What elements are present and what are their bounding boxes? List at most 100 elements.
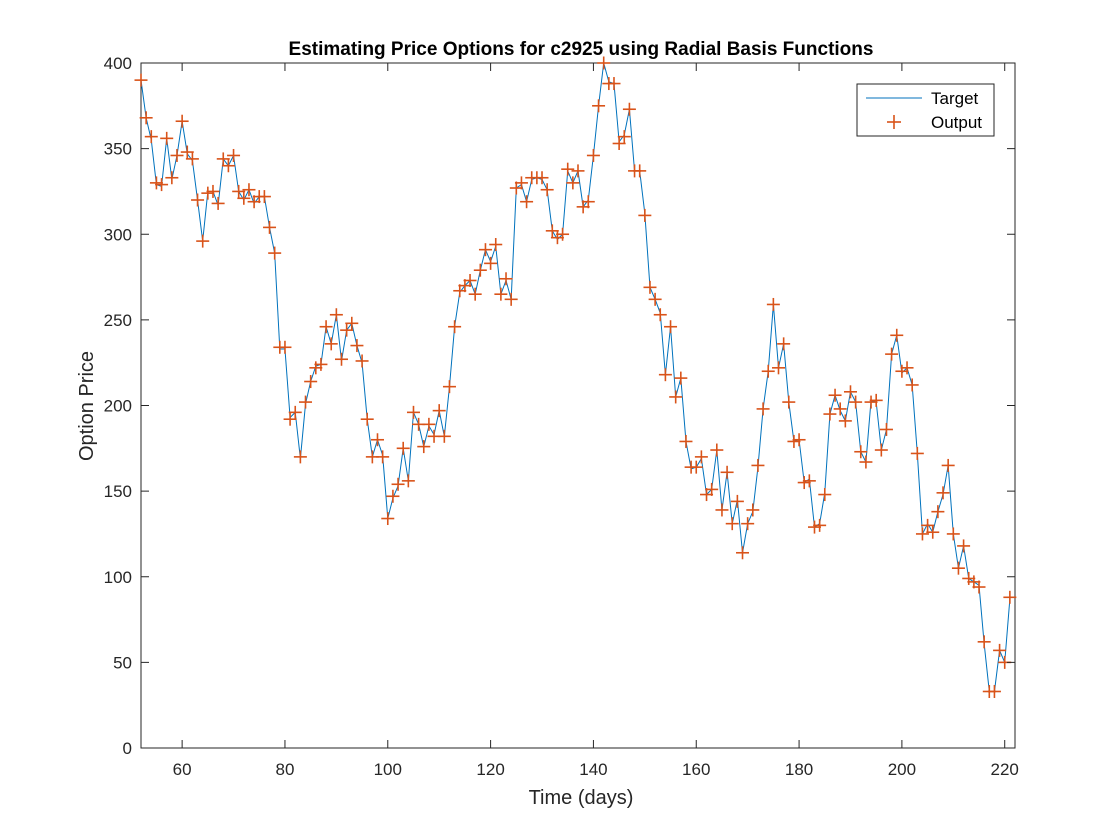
output-point: [345, 316, 359, 330]
output-point: [324, 337, 338, 351]
output-point: [736, 546, 750, 560]
output-point: [823, 407, 837, 421]
output-point: [859, 455, 873, 469]
output-point: [437, 429, 451, 443]
output-point: [967, 575, 981, 589]
output-point: [694, 450, 708, 464]
output-point: [304, 375, 318, 389]
x-tick-label: 140: [579, 760, 607, 779]
output-point: [936, 486, 950, 500]
x-tick-label: 60: [173, 760, 192, 779]
output-point: [242, 183, 256, 197]
output-point: [854, 445, 868, 459]
y-tick-label: 200: [104, 397, 132, 416]
output-point: [869, 393, 883, 407]
output-point: [962, 571, 976, 585]
output-point: [802, 474, 816, 488]
output-point: [370, 433, 384, 447]
output-point: [417, 440, 431, 454]
output-point: [874, 443, 888, 457]
output-point: [499, 272, 513, 286]
x-axis: 60 80 100 120 140 160 180 200 220: [173, 63, 1019, 779]
output-point: [283, 412, 297, 426]
output-point: [227, 148, 241, 162]
output-point: [335, 352, 349, 366]
y-tick-label: 300: [104, 225, 132, 244]
output-point: [376, 450, 390, 464]
output-point: [561, 162, 575, 176]
output-point: [196, 234, 210, 248]
output-point: [879, 422, 893, 436]
output-point: [571, 164, 585, 178]
output-point: [381, 512, 395, 526]
output-point: [216, 152, 230, 166]
output-point: [463, 273, 477, 287]
output-point: [592, 99, 606, 113]
output-point: [160, 131, 174, 145]
legend-box: [856, 83, 995, 137]
output-point: [504, 292, 518, 306]
output-point: [221, 159, 235, 173]
output-point: [206, 184, 220, 198]
output-point: [813, 518, 827, 532]
y-tick-label: 350: [104, 140, 132, 159]
output-point: [422, 417, 436, 431]
output-point: [648, 292, 662, 306]
output-point: [1003, 590, 1017, 604]
output-point: [232, 184, 246, 198]
output-point: [905, 378, 919, 392]
output-point: [951, 561, 965, 575]
output-point: [247, 195, 261, 209]
series-target: [140, 62, 1011, 692]
output-point: [458, 279, 472, 293]
output-point: [180, 145, 194, 159]
output-point: [710, 443, 724, 457]
output-point: [175, 114, 189, 128]
output-point: [566, 176, 580, 190]
output-point: [468, 287, 482, 301]
output-point: [725, 517, 739, 531]
output-point: [314, 357, 328, 371]
output-point: [340, 323, 354, 337]
output-point: [401, 474, 415, 488]
output-point: [658, 368, 672, 382]
output-point: [211, 196, 225, 210]
output-point: [787, 434, 801, 448]
y-axis-label: Option Price: [76, 351, 98, 461]
x-tick-label: 180: [785, 760, 813, 779]
output-point: [550, 231, 564, 245]
output-point: [674, 371, 688, 385]
output-point: [910, 446, 924, 460]
output-point: [622, 102, 636, 116]
output-point: [299, 395, 313, 409]
plot-area: 60 80 100 120 140 160 180 200 220 0 50 100 150 200 25…: [104, 54, 1019, 779]
output-point: [782, 395, 796, 409]
output-point: [643, 280, 657, 294]
output-point: [843, 385, 857, 399]
output-point: [442, 380, 456, 394]
x-tick-label: 220: [991, 760, 1019, 779]
output-point: [581, 195, 595, 209]
output-point: [849, 395, 863, 409]
output-point: [185, 152, 199, 166]
x-tick-label: 80: [275, 760, 294, 779]
output-point: [514, 176, 528, 190]
output-point: [915, 527, 929, 541]
output-point: [617, 130, 631, 144]
output-point: [237, 191, 251, 205]
output-point: [535, 171, 549, 185]
target-line: [140, 62, 1011, 692]
legend-target-label: Target: [931, 89, 979, 108]
output-point: [807, 520, 821, 534]
output-point: [957, 539, 971, 553]
output-point: [987, 684, 1001, 698]
output-point: [777, 337, 791, 351]
output-point: [797, 476, 811, 490]
output-point: [478, 243, 492, 257]
output-point: [396, 441, 410, 455]
output-point: [319, 320, 333, 334]
output-point: [633, 164, 647, 178]
output-point: [165, 171, 179, 185]
output-point: [664, 320, 678, 334]
output-point: [473, 263, 487, 277]
